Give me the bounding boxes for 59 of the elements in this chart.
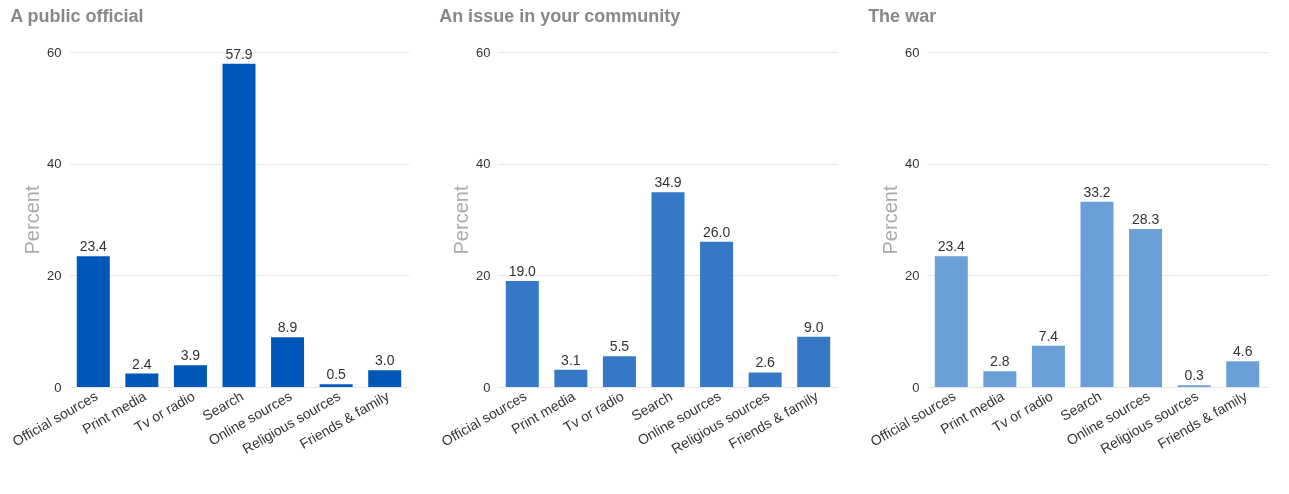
y-tick-label: 60	[47, 44, 62, 60]
y-tick-label: 60	[905, 44, 920, 60]
y-tick-label: 20	[476, 267, 491, 283]
bar	[271, 337, 305, 387]
data-label: 2.6	[755, 354, 776, 371]
y-tick-label: 20	[905, 267, 920, 283]
bar	[797, 336, 831, 387]
bar	[125, 373, 159, 387]
data-label: 3.1	[561, 351, 581, 368]
data-label: 26.0	[702, 223, 731, 240]
bar	[368, 370, 402, 387]
y-tick-label: 40	[476, 156, 491, 172]
bar	[222, 63, 256, 387]
bar	[173, 365, 207, 387]
y-tick-label: 0	[912, 379, 920, 395]
data-label: 57.9	[225, 45, 253, 62]
bar	[602, 356, 636, 387]
bar	[983, 371, 1017, 387]
data-label: 8.9	[277, 319, 298, 336]
bar	[651, 192, 685, 387]
bar	[1226, 361, 1260, 387]
y-tick-label: 40	[905, 156, 920, 172]
bar	[700, 241, 734, 387]
bar	[1031, 345, 1065, 387]
y-axis-title: Percent	[879, 185, 902, 255]
data-label: 9.0	[803, 318, 824, 335]
data-label: 19.0	[508, 262, 537, 279]
data-label: 2.4	[132, 355, 152, 372]
data-label: 3.0	[374, 352, 395, 369]
data-label: 0.3	[1184, 367, 1205, 384]
data-label: 34.9	[654, 174, 682, 191]
chart-title: A public official	[10, 6, 144, 26]
data-label: 0.5	[326, 366, 347, 383]
data-label: 4.6	[1232, 343, 1253, 360]
bar	[934, 256, 968, 387]
y-tick-label: 0	[483, 379, 491, 395]
y-tick-label: 60	[476, 44, 491, 60]
data-label: 33.2	[1083, 183, 1111, 200]
data-label: 3.9	[180, 347, 201, 364]
bar	[748, 372, 782, 387]
chart-title: An issue in your community	[439, 6, 681, 26]
data-label: 28.3	[1131, 210, 1160, 227]
bar	[1129, 228, 1163, 387]
bar	[554, 369, 588, 387]
y-axis-title: Percent	[21, 185, 44, 255]
bar	[505, 280, 539, 387]
y-tick-label: 40	[47, 156, 62, 172]
y-axis-title: Percent	[450, 185, 473, 255]
data-label: 7.4	[1038, 327, 1059, 344]
y-tick-label: 20	[47, 267, 62, 283]
data-label: 5.5	[609, 338, 630, 355]
bar	[319, 384, 353, 387]
data-label: 23.4	[79, 238, 108, 255]
bar	[1080, 201, 1114, 387]
data-label: 23.4	[937, 238, 966, 255]
y-tick-label: 0	[54, 379, 62, 395]
chart-title: The war	[868, 6, 937, 26]
data-label: 2.8	[990, 353, 1010, 370]
bar	[76, 256, 110, 387]
